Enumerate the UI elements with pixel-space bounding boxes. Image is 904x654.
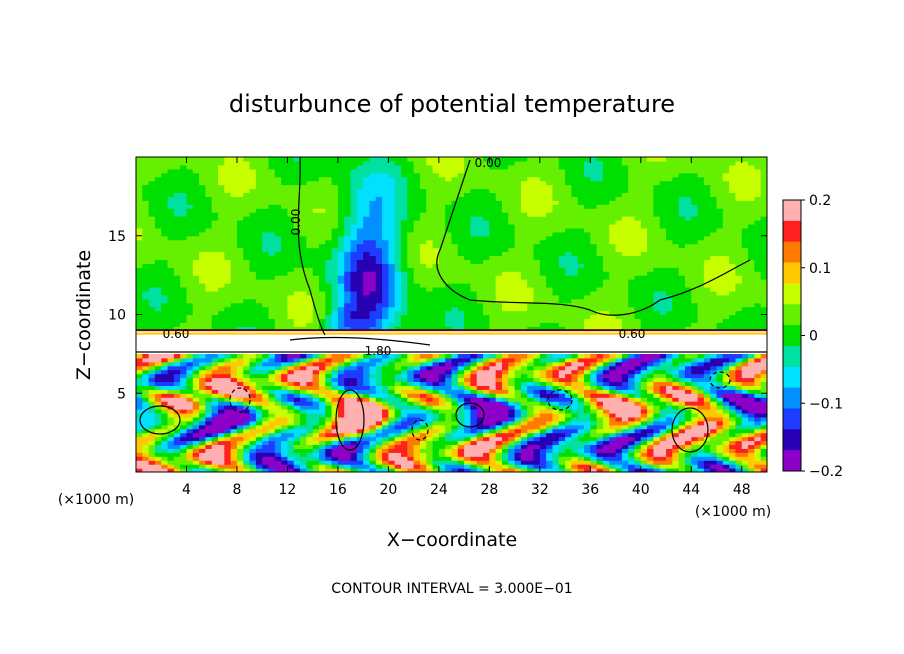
contour-zero-line — [297, 157, 751, 336]
x-tick-label: 40 — [632, 482, 650, 498]
contour-loop — [455, 402, 485, 428]
colorbar-swatch — [783, 387, 801, 409]
x-tick-label: 16 — [329, 482, 347, 498]
colorbar-tick-label: −0.2 — [809, 464, 843, 480]
contour-label: 0.60 — [619, 327, 646, 341]
x-axis-label: X−coordinate — [387, 529, 517, 551]
colorbar-tick-label: 0 — [809, 329, 818, 345]
stable-layer-band — [136, 330, 767, 354]
colorbar-swatch — [783, 283, 801, 305]
colorbar-swatch — [783, 262, 801, 284]
colorbar-swatch — [783, 408, 801, 430]
contour-loop — [411, 419, 429, 441]
x-tick-label: 12 — [279, 482, 297, 498]
x-tick-label: 28 — [480, 482, 498, 498]
colorbar-tick-label: −0.1 — [809, 396, 843, 412]
colorbar-swatch — [783, 325, 801, 347]
x-tick-label: 4 — [182, 482, 191, 498]
y-tick-label: 15 — [108, 229, 126, 245]
contour-label: 0.00 — [289, 209, 303, 236]
contour-loop — [139, 405, 181, 435]
colorbar: 0.2 0.1 0 −0.1 −0.2 — [782, 193, 843, 480]
colorbar-tick-label: 0.2 — [809, 193, 831, 209]
y-tick-label: 10 — [108, 308, 126, 324]
colorbar-swatch — [783, 200, 801, 222]
colorbar-swatch — [783, 345, 801, 368]
contour-loop — [671, 407, 709, 453]
x-tick-label: 24 — [430, 482, 448, 498]
contour-label: 0.60 — [163, 327, 190, 341]
x-tick-label: 36 — [581, 482, 599, 498]
contour-loop — [547, 389, 573, 411]
colorbar-swatch — [783, 450, 801, 472]
x-tick-label: 32 — [531, 482, 549, 498]
chart-title: disturbunce of potential temperature — [229, 90, 675, 118]
colorbar-swatch — [783, 429, 801, 451]
colorbar-tick-label: 0.1 — [809, 261, 831, 277]
plot-area: 0.00 0.00 0.60 0.60 1.80 — [136, 156, 767, 472]
colorbar-swatch — [783, 366, 801, 389]
x-tick-label: 44 — [682, 482, 700, 498]
y-axis-label: Z−coordinate — [73, 250, 95, 380]
contour-interval-note: CONTOUR INTERVAL = 3.000E−01 — [331, 581, 572, 597]
x-unit-right: (×1000 m) — [695, 504, 771, 520]
contour-label: 1.80 — [365, 344, 392, 358]
contour-loop — [229, 387, 251, 413]
x-tick-label: 48 — [733, 482, 751, 498]
colorbar-swatch — [783, 220, 801, 243]
x-tick-label: 20 — [379, 482, 397, 498]
x-axis: 4 8 12 16 20 24 28 32 36 40 44 48 — [182, 157, 751, 498]
stable-layer-contour — [136, 329, 767, 353]
colorbar-swatch — [783, 241, 801, 264]
contour-loop — [709, 371, 731, 389]
x-unit-left: (×1000 m) — [58, 492, 134, 508]
y-axis: 5 10 15 — [108, 229, 767, 402]
x-tick-label: 8 — [232, 482, 241, 498]
contour-label: 0.00 — [475, 156, 502, 170]
y-tick-label: 5 — [117, 386, 126, 402]
colorbar-swatch — [783, 304, 801, 326]
contour-loop — [335, 389, 365, 451]
